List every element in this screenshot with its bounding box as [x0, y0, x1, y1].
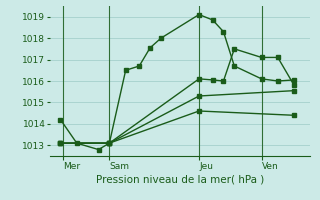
X-axis label: Pression niveau de la mer( hPa ): Pression niveau de la mer( hPa )	[96, 175, 264, 185]
